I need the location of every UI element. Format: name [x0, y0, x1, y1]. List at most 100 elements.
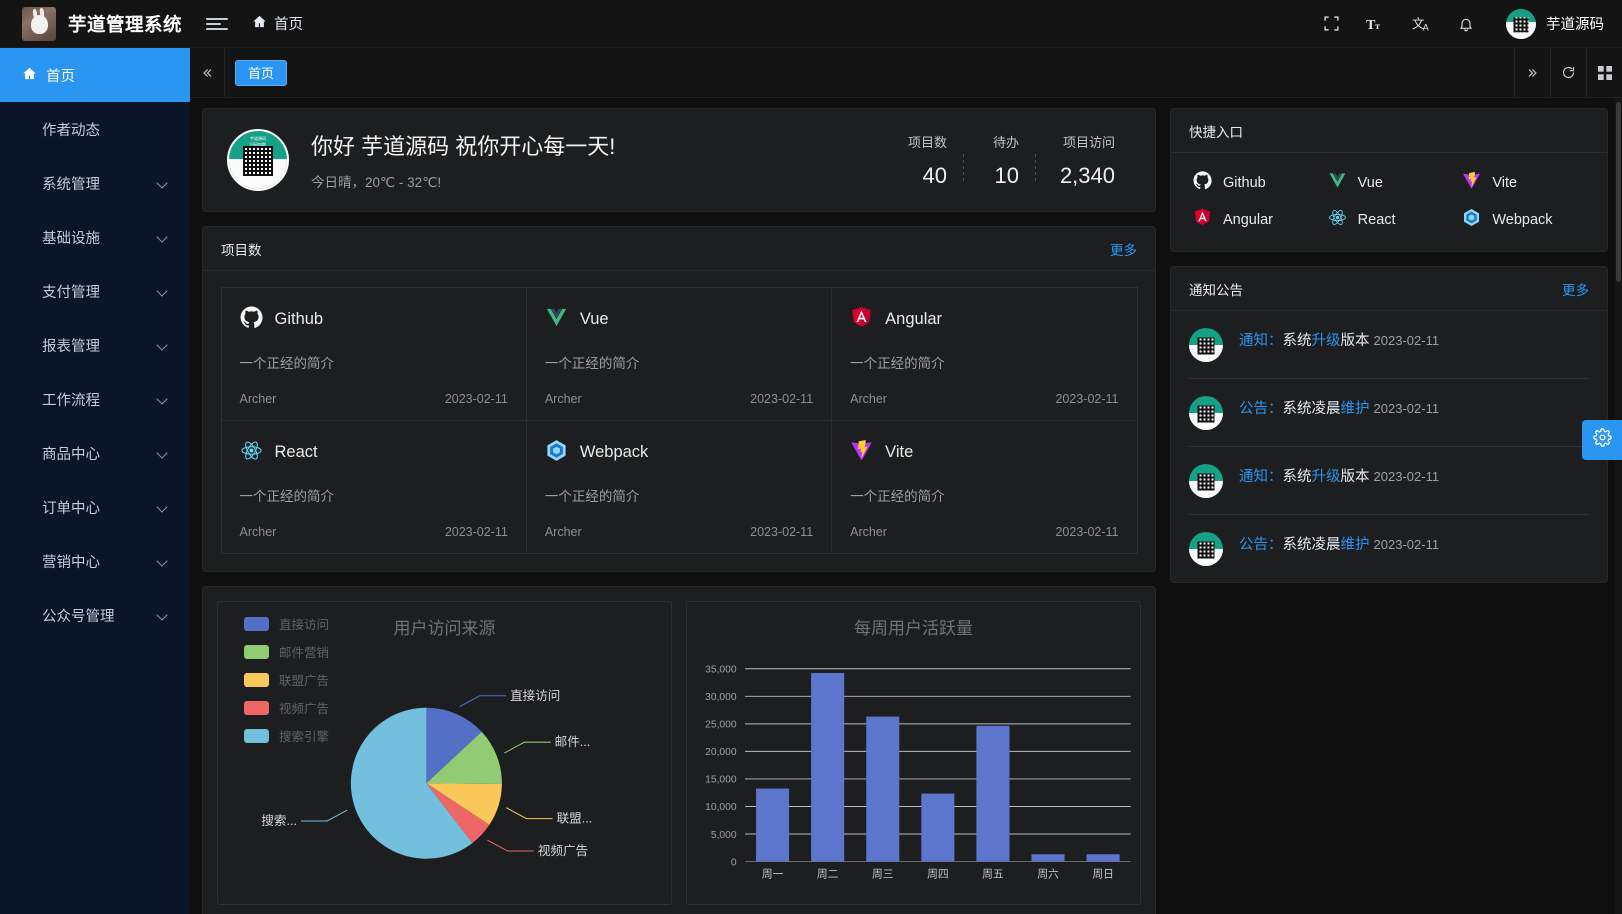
pie-slice[interactable]	[426, 707, 482, 784]
quick-entry-vite[interactable]: Vite	[1456, 171, 1591, 194]
quick-entry-label: Github	[1223, 174, 1266, 191]
bell-icon[interactable]	[1458, 15, 1474, 33]
bar[interactable]	[921, 793, 955, 862]
project-author: Archer	[850, 391, 887, 406]
projects-more-link[interactable]: 更多	[1110, 242, 1137, 258]
chevron-down-icon	[158, 556, 168, 566]
y-tick-label: 20,000	[705, 747, 737, 758]
project-card[interactable]: React 一个正经的简介 Archer 2023-02-11	[220, 419, 527, 554]
sidebar-item-workflow[interactable]: 工作流程	[0, 372, 190, 426]
pie-chart[interactable]: 用户访问来源 直接访问 邮件营销	[217, 601, 672, 905]
webpack-icon	[1462, 208, 1481, 231]
bar[interactable]	[1031, 854, 1065, 862]
sidebar: 首页 作者动态 系统管理 基础设施 支付管理 报表管理 工作流程	[0, 48, 190, 914]
bar[interactable]	[756, 788, 790, 862]
notice-item[interactable]: 公告：系统凌晨维护 2023-02-11	[1189, 379, 1589, 447]
project-card[interactable]: Vue 一个正经的简介 Archer 2023-02-11	[525, 286, 833, 421]
project-author: Archer	[239, 524, 277, 539]
legend-item[interactable]: 搜索引擎	[244, 726, 329, 745]
quick-entry-react[interactable]: React	[1322, 208, 1457, 231]
project-card[interactable]: Webpack 一个正经的简介 Archer 2023-02-11	[525, 419, 833, 554]
notice-highlight: 维护	[1340, 401, 1370, 417]
grid-layout-icon[interactable]	[1586, 48, 1622, 97]
vertical-scrollbar[interactable]	[1615, 98, 1622, 914]
project-date: 2023-02-11	[444, 524, 508, 539]
notice-item[interactable]: 通知：系统升级版本 2023-02-11	[1189, 447, 1589, 515]
notice-date: 2023-02-11	[1373, 469, 1440, 484]
pie-slice[interactable]	[426, 783, 502, 825]
chevron-down-icon	[158, 502, 168, 512]
refresh-icon[interactable]	[1550, 48, 1586, 97]
chevron-down-icon	[158, 394, 168, 404]
notice-title: 通知：系统升级版本	[1239, 469, 1374, 485]
sidebar-item-infra[interactable]: 基础设施	[0, 210, 190, 264]
tabs-scroll-left-icon[interactable]	[190, 48, 225, 97]
sidebar-item-author-news[interactable]: 作者动态	[0, 102, 190, 156]
breadcrumb-home[interactable]: 首页	[252, 13, 303, 34]
project-card[interactable]: Github 一个正经的简介 Archer 2023-02-11	[220, 286, 527, 421]
bar[interactable]	[1086, 854, 1120, 862]
notice-item[interactable]: 通知：系统升级版本 2023-02-11	[1189, 311, 1589, 379]
legend-item[interactable]: 邮件营销	[244, 642, 329, 661]
sidebar-item-system[interactable]: 系统管理	[0, 156, 190, 210]
quick-entry-angular[interactable]: Angular	[1187, 208, 1322, 231]
pie-slice[interactable]	[350, 707, 473, 859]
vite-icon	[850, 439, 873, 467]
notice-sep: ：	[1268, 469, 1283, 485]
bar[interactable]	[811, 672, 845, 862]
tabs-scroll-right-icon[interactable]	[1514, 48, 1550, 97]
quick-entry-webpack[interactable]: Webpack	[1456, 208, 1591, 231]
avatar	[1189, 396, 1223, 430]
bar[interactable]	[976, 725, 1010, 862]
legend-swatch	[244, 728, 269, 743]
sidebar-item-home[interactable]: 首页	[0, 48, 190, 102]
home-icon	[22, 66, 37, 85]
notice-item[interactable]: 公告：系统凌晨维护 2023-02-11	[1189, 515, 1589, 582]
svg-text:т: т	[1375, 20, 1380, 31]
projects-grid: Github 一个正经的简介 Archer 2023-02-11	[220, 286, 1138, 554]
chevron-down-icon	[158, 286, 168, 296]
quick-entry-vue[interactable]: Vue	[1322, 171, 1457, 194]
bar-chart[interactable]: 每周用户活跃量 0 5,000 10,000 15,000 20,000 25,000 30…	[686, 601, 1141, 905]
settings-fab-button[interactable]	[1582, 420, 1622, 460]
y-tick-label: 30,000	[705, 692, 737, 703]
fullscreen-icon[interactable]	[1323, 15, 1340, 32]
legend-item[interactable]: 直接访问	[244, 614, 329, 633]
project-name: Angular	[885, 310, 943, 328]
pie-slice[interactable]	[426, 783, 490, 844]
x-tick-label: 周五	[982, 868, 1004, 880]
brand[interactable]: 芋道管理系统	[0, 6, 190, 41]
tab-home[interactable]: 首页	[235, 59, 288, 86]
legend-item[interactable]: 视频广告	[244, 698, 329, 717]
sidebar-item-marketing[interactable]: 营销中心	[0, 534, 190, 588]
project-card[interactable]: Angular 一个正经的简介 Archer 2023-02-11	[831, 286, 1138, 421]
user-menu[interactable]: 芋道源码	[1500, 8, 1604, 39]
sidebar-item-payment[interactable]: 支付管理	[0, 264, 190, 318]
quick-entry-body: Github Vue	[1171, 153, 1607, 251]
sidebar-item-product[interactable]: 商品中心	[0, 426, 190, 480]
project-author: Archer	[850, 524, 887, 539]
legend-swatch	[244, 644, 269, 659]
sidebar-item-label: 公众号管理	[42, 608, 115, 625]
body: 首页 作者动态 系统管理 基础设施 支付管理 报表管理 工作流程	[0, 48, 1622, 914]
project-card[interactable]: Vite 一个正经的简介 Archer 2023-02-11	[831, 419, 1138, 554]
pie-label: 搜索...	[261, 814, 297, 828]
y-tick-label: 35,000	[705, 665, 737, 676]
breadcrumb-home-label: 首页	[274, 17, 303, 33]
quick-entry-label: Vue	[1357, 174, 1383, 191]
bar[interactable]	[866, 716, 900, 862]
quick-entry-label: Vite	[1492, 174, 1518, 191]
sidebar-item-report[interactable]: 报表管理	[0, 318, 190, 372]
sidebar-item-order[interactable]: 订单中心	[0, 480, 190, 534]
menu-collapse-icon[interactable]	[206, 17, 228, 30]
notice-kind: 通知	[1239, 333, 1268, 349]
notices-more-link[interactable]: 更多	[1562, 282, 1589, 298]
legend-item[interactable]: 联盟广告	[244, 670, 329, 689]
sidebar-item-mp[interactable]: 公众号管理	[0, 588, 190, 642]
pie-slice[interactable]	[426, 731, 502, 785]
quick-entry-github[interactable]: Github	[1187, 171, 1322, 194]
